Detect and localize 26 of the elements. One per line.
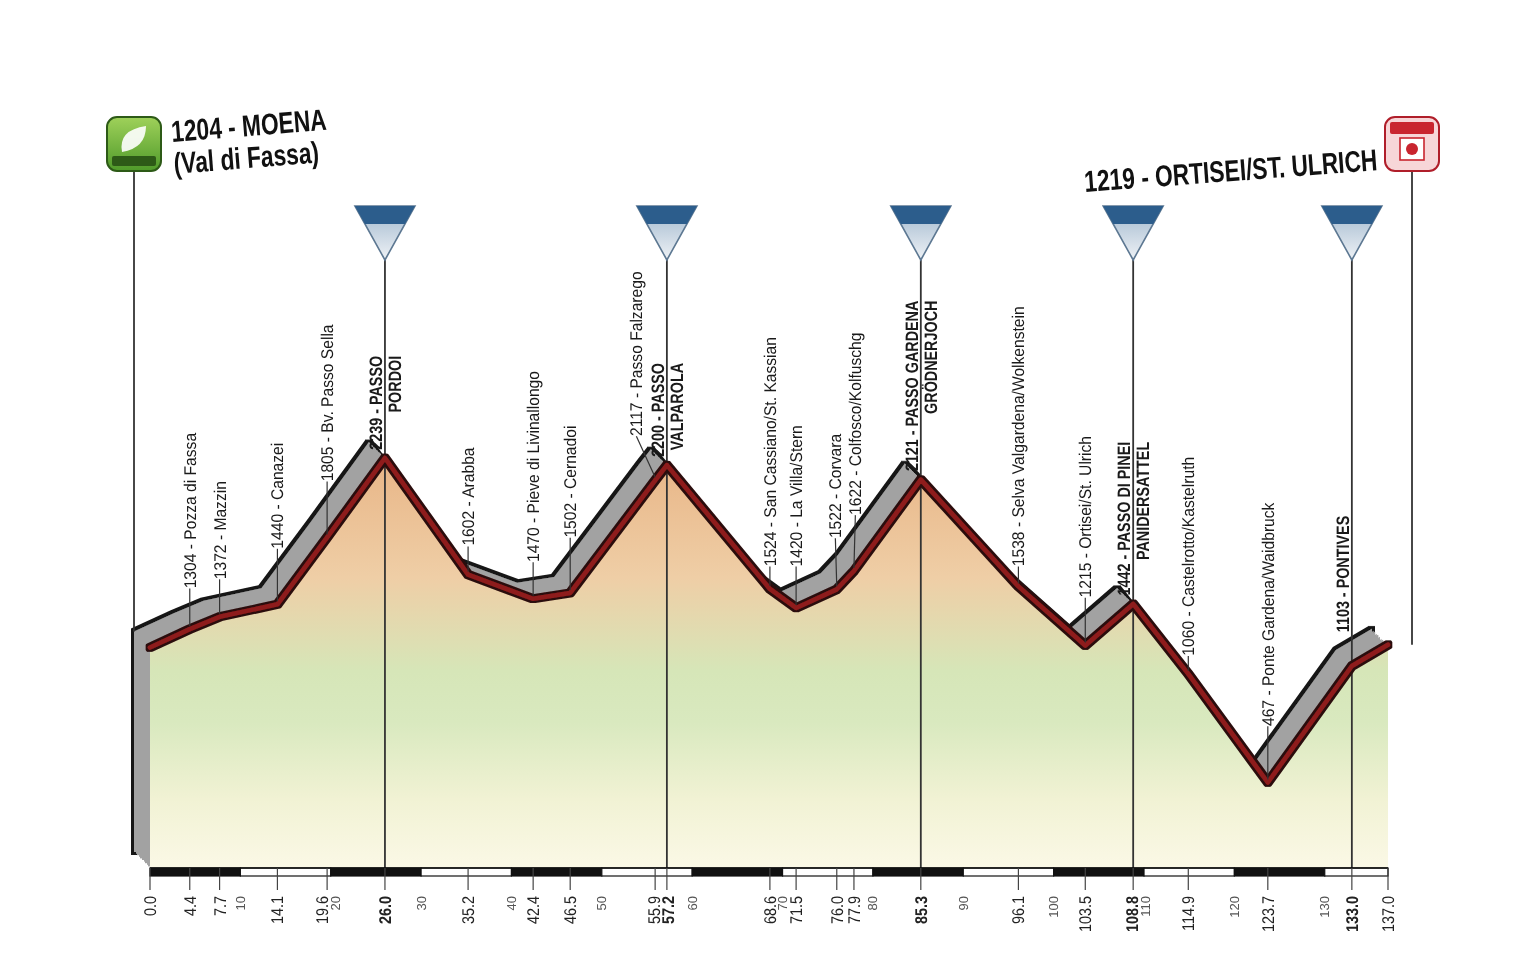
data-label: 1103 - PONTIVES: [1333, 514, 1354, 633]
x-tick-label: 4.4: [180, 894, 201, 917]
x-tick-label: 77.9: [844, 896, 865, 925]
x-tick-label: 14.1: [268, 896, 288, 925]
x-tick-label: 46.5: [561, 894, 581, 925]
x-tick-label: 108.8: [1122, 894, 1143, 933]
x-tick-label: 123.7: [1258, 896, 1279, 933]
x-tick-label: 26.0: [375, 894, 396, 925]
x-tick-label: 0.0: [140, 894, 161, 917]
x-tick-label: 71.5: [786, 894, 807, 925]
x-tick-label: 85.3: [911, 894, 932, 925]
x-tick-label: 68.6: [760, 894, 780, 925]
x-tick-label: 96.1: [1009, 896, 1029, 925]
x-tick-label: 55.9: [644, 896, 664, 925]
x-tick-label: 114.9: [1179, 896, 1199, 932]
x-tick-label: 7.7: [210, 896, 230, 917]
x-tick-label: 57.2: [659, 894, 679, 925]
x-tick-label: 137.0: [1378, 894, 1399, 933]
x-tick-label: 35.2: [458, 896, 479, 925]
text: 1219 - ORTISEI/ST. ULRICH: [1083, 143, 1379, 199]
x-tick-label: 76.0: [827, 894, 848, 925]
x-tick-label: 19.6: [313, 894, 333, 925]
x-tick-label: 42.4: [524, 894, 544, 925]
x-tick-label: 103.5: [1076, 894, 1096, 933]
text: 1204 - MOENA (Val di Fassa): [169, 102, 329, 181]
x-tick-label: 133.0: [1342, 894, 1363, 933]
